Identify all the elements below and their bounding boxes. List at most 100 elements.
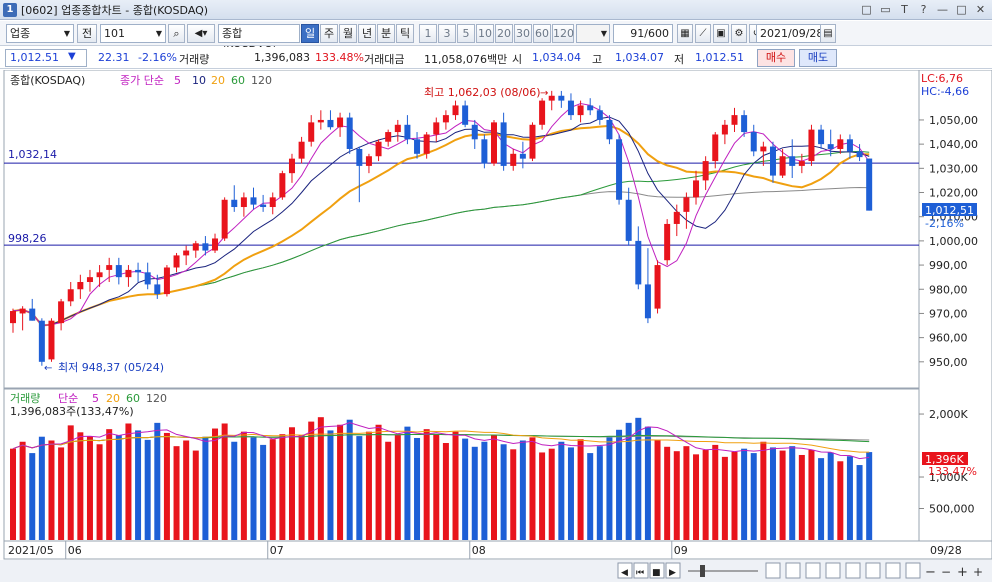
close-icon[interactable]: ✕ (975, 3, 986, 16)
period-month-button[interactable]: 월 (339, 24, 357, 43)
candle-body (769, 146, 776, 176)
candle-body (221, 199, 228, 239)
period-tick-button[interactable]: 틱 (396, 24, 414, 43)
zoom-minus-icon[interactable]: − (941, 565, 951, 579)
level-line-label-1: 1,032,14 (8, 148, 57, 161)
period-year-button[interactable]: 년 (358, 24, 376, 43)
volume-bar (510, 449, 517, 540)
zoom-fit-button[interactable] (765, 562, 781, 579)
zoom-out-icon[interactable]: − (925, 565, 936, 580)
volume-bar (308, 421, 315, 540)
candle-body (827, 144, 834, 149)
candle-body (798, 161, 805, 166)
interval-1-button[interactable]: 1 (419, 24, 437, 43)
zoom-plus-icon[interactable]: + (973, 565, 983, 579)
interval-20-button[interactable]: 20 (495, 24, 513, 43)
chart-svg[interactable]: 950,00 960,00 970,00 980,00 990,00 1,000,00 1,… (0, 69, 992, 582)
settings-icon[interactable]: ⚙ (731, 24, 747, 43)
open-value: 1,034.04 (532, 51, 581, 64)
volume-bar (48, 440, 55, 540)
jeon-button[interactable]: 전 (77, 24, 97, 43)
interval-3-button[interactable]: 3 (438, 24, 456, 43)
zoom-slider-thumb[interactable] (700, 565, 705, 577)
volume-tick-label: 2,000K (929, 408, 968, 421)
interval-120-button[interactable]: 120 (552, 24, 574, 43)
period-day-button[interactable]: 일 (301, 24, 319, 43)
volume-bar (587, 453, 594, 540)
scroll-left-button[interactable] (617, 562, 633, 579)
code-input[interactable]: 101 ▼ (100, 24, 166, 43)
market-select[interactable]: 업종 ▼ (6, 24, 74, 43)
period-week-button[interactable]: 주 (320, 24, 338, 43)
candle-body (77, 282, 84, 290)
candle-body (173, 255, 180, 268)
volume-bar (491, 435, 497, 540)
interval-custom-input[interactable]: ▼ (576, 24, 610, 43)
volume-bar (567, 447, 574, 540)
volume-bar (202, 436, 209, 540)
export-button[interactable] (905, 562, 921, 579)
volume-bar (596, 446, 603, 540)
volume-bar (260, 444, 267, 540)
count-value: 91 (630, 27, 645, 40)
interval-60-button[interactable]: 60 (533, 24, 551, 43)
compare-button[interactable] (845, 562, 861, 579)
candle-body (423, 134, 430, 154)
candle-body (789, 156, 796, 166)
volume-bar (866, 452, 873, 540)
save-icon[interactable]: ▣ (713, 24, 729, 43)
font-icon[interactable]: T (901, 3, 908, 16)
chart-type-button[interactable] (805, 562, 821, 579)
ma-legend-60: 60 (231, 74, 245, 87)
volume-bar (769, 447, 776, 540)
period-minute-button[interactable]: 분 (377, 24, 395, 43)
minimize-icon[interactable]: — (937, 3, 948, 16)
grid-icon[interactable]: ▦ (677, 24, 693, 43)
scroll-stop-button[interactable] (649, 562, 665, 579)
candle-body (856, 151, 863, 158)
volume-bar (635, 417, 642, 540)
ma-20-line (12, 124, 870, 327)
chart-area: 950,00 960,00 970,00 980,00 990,00 1,000,00 1,… (0, 69, 992, 582)
volume-bar (106, 429, 113, 540)
interval-30-button[interactable]: 30 (514, 24, 532, 43)
volume-bar (19, 441, 26, 540)
layout-icon[interactable]: ▭ (880, 3, 891, 16)
candle-body (356, 148, 363, 166)
interval-10-button[interactable]: 10 (476, 24, 494, 43)
calendar-icon[interactable]: ▤ (820, 24, 836, 43)
zoom-mode-button[interactable] (785, 562, 801, 579)
restore-icon[interactable]: □ (861, 3, 872, 16)
volume-bar (808, 449, 815, 540)
indicator-button[interactable] (825, 562, 841, 579)
help-icon[interactable]: ? (920, 3, 927, 16)
drawing-button[interactable] (865, 562, 881, 579)
x-tick-label: 09 (674, 544, 688, 557)
high-arrow-icon: → (540, 88, 548, 99)
maximize-icon[interactable]: □ (956, 3, 967, 16)
sound-icon[interactable]: ◀▾ (187, 24, 215, 43)
zoom-in-icon[interactable]: + (957, 565, 968, 580)
scroll-right-button[interactable] (665, 562, 681, 579)
scroll-bar[interactable] (0, 560, 992, 582)
trend-icon[interactable]: ⟋ (695, 24, 711, 43)
level-line-label-2: 998,26 (8, 232, 47, 245)
chevron-down-icon: ▼ (600, 29, 607, 38)
volume-bar (673, 451, 680, 540)
buy-button[interactable]: 매수 (757, 49, 795, 67)
candle-body (462, 105, 469, 125)
sell-button[interactable]: 매도 (799, 49, 837, 67)
volume-bar (173, 446, 180, 540)
candle-body (654, 265, 661, 309)
print-button[interactable] (885, 562, 901, 579)
candle-body (818, 129, 825, 145)
level-lines (4, 162, 919, 246)
interval-5-button[interactable]: 5 (457, 24, 475, 43)
volume-bar (846, 456, 853, 540)
volume-moving-averages (12, 422, 870, 460)
volume-bar (327, 430, 334, 540)
volume-bar (279, 434, 286, 540)
search-icon[interactable]: ⌕ (168, 24, 185, 43)
count-input[interactable]: 91/600 (613, 24, 673, 43)
scroll-first-button[interactable] (633, 562, 649, 579)
